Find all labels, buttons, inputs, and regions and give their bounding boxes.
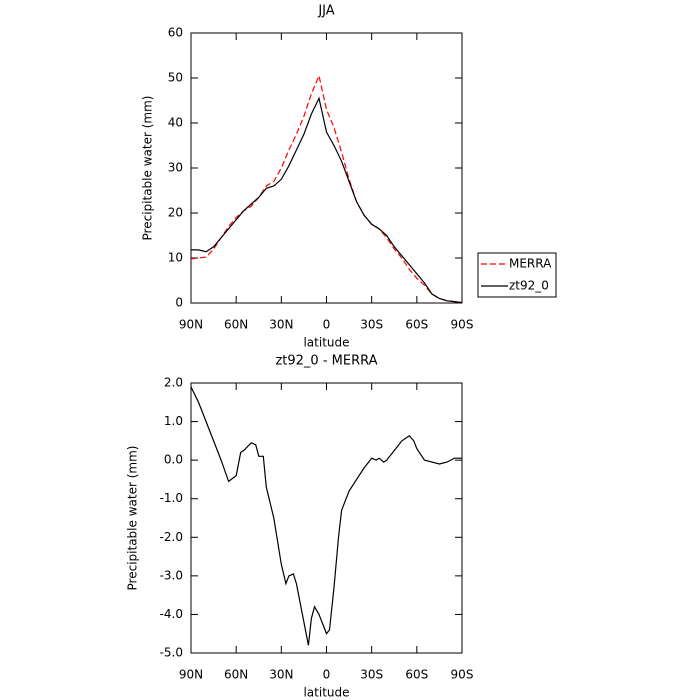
x-tick-label: 30N bbox=[269, 668, 293, 682]
y-axis-label: Precipitable water (mm) bbox=[141, 96, 155, 241]
legend-label: MERRA bbox=[509, 257, 552, 271]
x-axis-label: latitude bbox=[303, 336, 349, 350]
x-tick-label: 90S bbox=[451, 668, 474, 682]
y-tick-label: 0 bbox=[175, 296, 183, 310]
series-line bbox=[191, 96, 463, 304]
x-tick-label: 90N bbox=[179, 318, 203, 332]
x-tick-label: 30S bbox=[360, 668, 383, 682]
plot-frame bbox=[190, 382, 463, 654]
x-tick-label: 30N bbox=[269, 318, 293, 332]
y-axis-label: Precipitable water (mm) bbox=[126, 446, 140, 591]
y-tick-label: 2.0 bbox=[164, 376, 183, 390]
x-tick-label: 60S bbox=[405, 668, 428, 682]
x-tick-label: 30S bbox=[360, 318, 383, 332]
y-tick-label: 20 bbox=[168, 206, 183, 220]
y-tick-label: -3.0 bbox=[160, 568, 183, 582]
y-tick-label: -5.0 bbox=[160, 646, 183, 660]
x-tick-label: 60S bbox=[405, 318, 428, 332]
y-tick-label: 1.0 bbox=[164, 414, 183, 428]
y-tick-label: 50 bbox=[168, 71, 183, 85]
y-tick-label: 0.0 bbox=[164, 453, 183, 467]
x-tick-label: 0 bbox=[323, 318, 331, 332]
x-tick-label: 60N bbox=[224, 318, 248, 332]
y-tick-label: 60 bbox=[168, 26, 183, 40]
y-tick-label: -2.0 bbox=[160, 530, 183, 544]
legend-box bbox=[477, 252, 557, 298]
x-tick-label: 60N bbox=[224, 668, 248, 682]
x-tick-label: 90N bbox=[179, 668, 203, 682]
y-tick-label: 10 bbox=[168, 251, 183, 265]
chart-title: JJA bbox=[317, 4, 334, 19]
y-tick-label: -1.0 bbox=[160, 491, 183, 505]
series-line bbox=[190, 73, 463, 304]
legend-label: zt92_0 bbox=[509, 279, 549, 293]
y-tick-label: 30 bbox=[168, 161, 183, 175]
y-tick-label: 40 bbox=[168, 116, 183, 130]
x-tick-label: 90S bbox=[451, 318, 474, 332]
plot-frame bbox=[190, 32, 463, 304]
y-tick-label: -4.0 bbox=[160, 607, 183, 621]
x-axis-label: latitude bbox=[303, 686, 349, 700]
series-line bbox=[190, 386, 462, 646]
chart-title: zt92_0 - MERRA bbox=[275, 354, 377, 369]
x-tick-label: 0 bbox=[323, 668, 331, 682]
